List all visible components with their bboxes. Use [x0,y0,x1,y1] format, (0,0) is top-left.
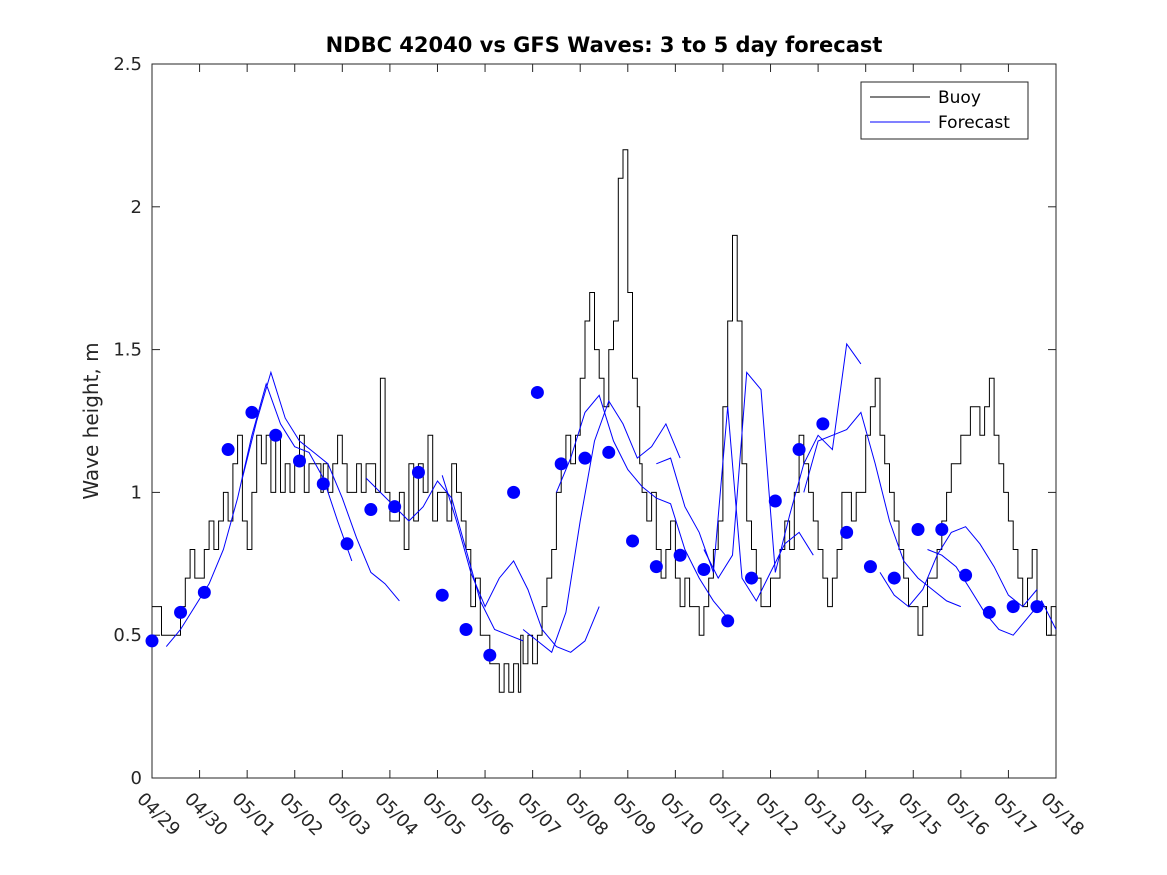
forecast-marker [887,571,901,585]
legend: Buoy Forecast [860,81,1029,140]
forecast-marker [145,634,159,648]
x-tick-label: 05/07 [513,789,565,841]
x-tick-label: 05/15 [894,789,946,841]
forecast-marker [626,534,640,548]
y-axis: 0 0.5 1 1.5 2 2.5 [113,54,1056,789]
forecast-marker [840,525,854,539]
legend-box [860,81,1029,140]
x-tick-label: 05/11 [703,789,755,841]
forecast-marker [863,560,877,574]
forecast-marker [174,605,188,619]
x-tick-label: 05/17 [989,789,1041,841]
chart-title: NDBC 42040 vs GFS Waves: 3 to 5 day fore… [326,33,883,57]
forecast-marker [982,605,996,619]
forecast-marker [744,571,758,585]
y-axis-label: Wave height, m [79,342,103,499]
forecast-marker [364,503,378,517]
y-tick-label: 1.5 [113,340,142,361]
x-tick-label: 05/05 [418,789,470,841]
forecast-line [879,526,1038,608]
forecast-marker [911,523,925,537]
forecast-markers [145,385,1044,662]
forecast-marker [340,537,354,551]
forecast-marker [768,494,782,508]
forecast-line [522,399,681,654]
forecast-marker [221,443,235,457]
forecast-marker [602,445,616,459]
forecast-marker [459,622,473,636]
buoy-line [152,149,1057,693]
x-tick-label: 05/18 [1036,789,1088,841]
legend-forecast-label: Forecast [938,113,1010,133]
x-tick-label: 05/12 [751,789,803,841]
y-tick-label: 2 [131,197,142,218]
x-tick-label: 05/06 [466,789,518,841]
y-tick-label: 1 [131,482,142,503]
y-tick-label: 2.5 [113,54,142,75]
x-tick-label: 05/10 [656,789,708,841]
forecast-marker [197,585,211,599]
forecast-marker [554,457,568,471]
forecast-line [441,475,600,653]
forecast-marker [959,568,973,582]
forecast-marker [816,417,830,431]
x-tick-label: 04/29 [132,789,184,841]
x-tick-label: 05/04 [370,789,422,841]
forecast-marker [1006,600,1020,614]
forecast-marker [483,648,497,662]
forecast-marker [507,485,521,499]
forecast-marker [245,405,259,419]
forecast-marker [292,454,306,468]
x-tick-label: 05/09 [608,789,660,841]
forecast-marker [411,465,425,479]
forecast-line [703,342,862,580]
forecast-marker [792,443,806,457]
forecast-marker [578,451,592,465]
forecast-line [803,411,961,608]
forecast-marker [530,385,544,399]
forecast-marker [935,523,949,537]
x-tick-label: 05/02 [275,789,327,841]
x-tick-label: 05/01 [228,789,280,841]
forecast-marker [435,588,449,602]
series-layer [152,149,1057,693]
x-tick-label: 05/16 [941,789,993,841]
forecast-line [656,406,814,602]
forecast-marker [697,563,711,577]
forecast-line [555,394,729,619]
x-tick-label: 05/08 [561,789,613,841]
forecast-marker [316,477,330,491]
forecast-marker [269,428,283,442]
plot-area [151,63,1057,779]
forecast-marker [673,548,687,562]
x-tick-label: 05/14 [846,789,898,841]
x-tick-label: 05/13 [799,789,851,841]
forecast-line [165,382,353,647]
y-tick-label: 0 [131,768,142,789]
legend-buoy-label: Buoy [938,88,981,108]
x-tick-label: 05/03 [323,789,375,841]
x-tick-label: 04/30 [180,789,232,841]
forecast-marker [649,560,663,574]
forecast-line [241,370,400,602]
y-tick-label: 0.5 [113,625,142,646]
forecast-marker [388,500,402,514]
forecast-marker [1030,600,1044,614]
forecast-marker [721,614,735,628]
